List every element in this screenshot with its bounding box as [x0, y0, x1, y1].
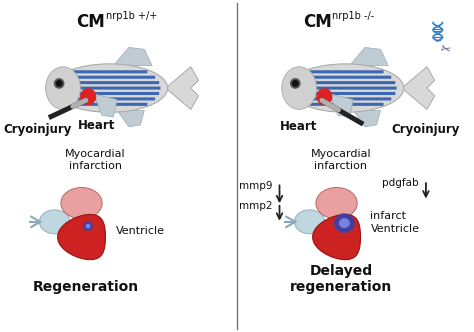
Circle shape	[56, 81, 62, 86]
Text: nrp1b +/+: nrp1b +/+	[106, 11, 157, 21]
Ellipse shape	[316, 188, 357, 219]
FancyBboxPatch shape	[73, 103, 147, 106]
Text: Cryoinjury: Cryoinjury	[3, 123, 72, 135]
FancyBboxPatch shape	[302, 76, 392, 79]
FancyBboxPatch shape	[297, 87, 397, 90]
Polygon shape	[94, 94, 117, 117]
Text: pdgfab: pdgfab	[382, 178, 419, 188]
Ellipse shape	[83, 221, 93, 231]
Polygon shape	[349, 47, 388, 66]
FancyBboxPatch shape	[310, 70, 383, 73]
Text: Heart: Heart	[78, 119, 115, 132]
FancyBboxPatch shape	[63, 81, 159, 84]
Polygon shape	[402, 67, 435, 109]
Text: Regeneration: Regeneration	[33, 281, 139, 294]
Text: Cryoinjury: Cryoinjury	[392, 123, 460, 135]
FancyBboxPatch shape	[63, 92, 159, 95]
Text: Ventricle: Ventricle	[371, 224, 419, 234]
Ellipse shape	[39, 210, 70, 234]
Ellipse shape	[51, 64, 168, 112]
Ellipse shape	[288, 64, 404, 112]
Text: Ventricle: Ventricle	[115, 225, 164, 235]
Ellipse shape	[339, 218, 350, 228]
FancyBboxPatch shape	[302, 97, 392, 101]
Text: Heart: Heart	[280, 120, 317, 133]
FancyBboxPatch shape	[299, 81, 395, 84]
Ellipse shape	[282, 67, 317, 109]
Circle shape	[55, 79, 64, 88]
Circle shape	[292, 81, 298, 86]
Polygon shape	[117, 111, 145, 127]
Ellipse shape	[81, 89, 96, 104]
Ellipse shape	[86, 224, 91, 228]
Polygon shape	[313, 214, 360, 260]
Ellipse shape	[294, 210, 325, 234]
Circle shape	[291, 79, 300, 88]
FancyBboxPatch shape	[299, 92, 395, 95]
Text: nrp1b -/-: nrp1b -/-	[332, 11, 374, 21]
Ellipse shape	[61, 188, 102, 219]
Ellipse shape	[334, 213, 355, 233]
Text: mmp2: mmp2	[239, 201, 273, 211]
Polygon shape	[165, 67, 199, 109]
Text: Delayed
regeneration: Delayed regeneration	[290, 264, 392, 294]
Text: ✂: ✂	[438, 42, 452, 57]
FancyBboxPatch shape	[61, 87, 161, 90]
Polygon shape	[330, 94, 354, 117]
FancyBboxPatch shape	[66, 97, 155, 101]
Text: Myocardial
infarction: Myocardial infarction	[65, 149, 126, 171]
Text: CM: CM	[303, 13, 331, 31]
Ellipse shape	[317, 89, 332, 104]
Text: infarct: infarct	[371, 211, 406, 221]
Polygon shape	[113, 47, 152, 66]
Text: mmp9: mmp9	[239, 181, 273, 191]
Polygon shape	[58, 214, 105, 260]
FancyBboxPatch shape	[73, 70, 147, 73]
Text: CM: CM	[76, 13, 105, 31]
FancyBboxPatch shape	[310, 103, 383, 106]
Ellipse shape	[46, 67, 81, 109]
Polygon shape	[354, 111, 381, 127]
Text: Myocardial
infarction: Myocardial infarction	[310, 149, 371, 171]
FancyBboxPatch shape	[66, 76, 155, 79]
